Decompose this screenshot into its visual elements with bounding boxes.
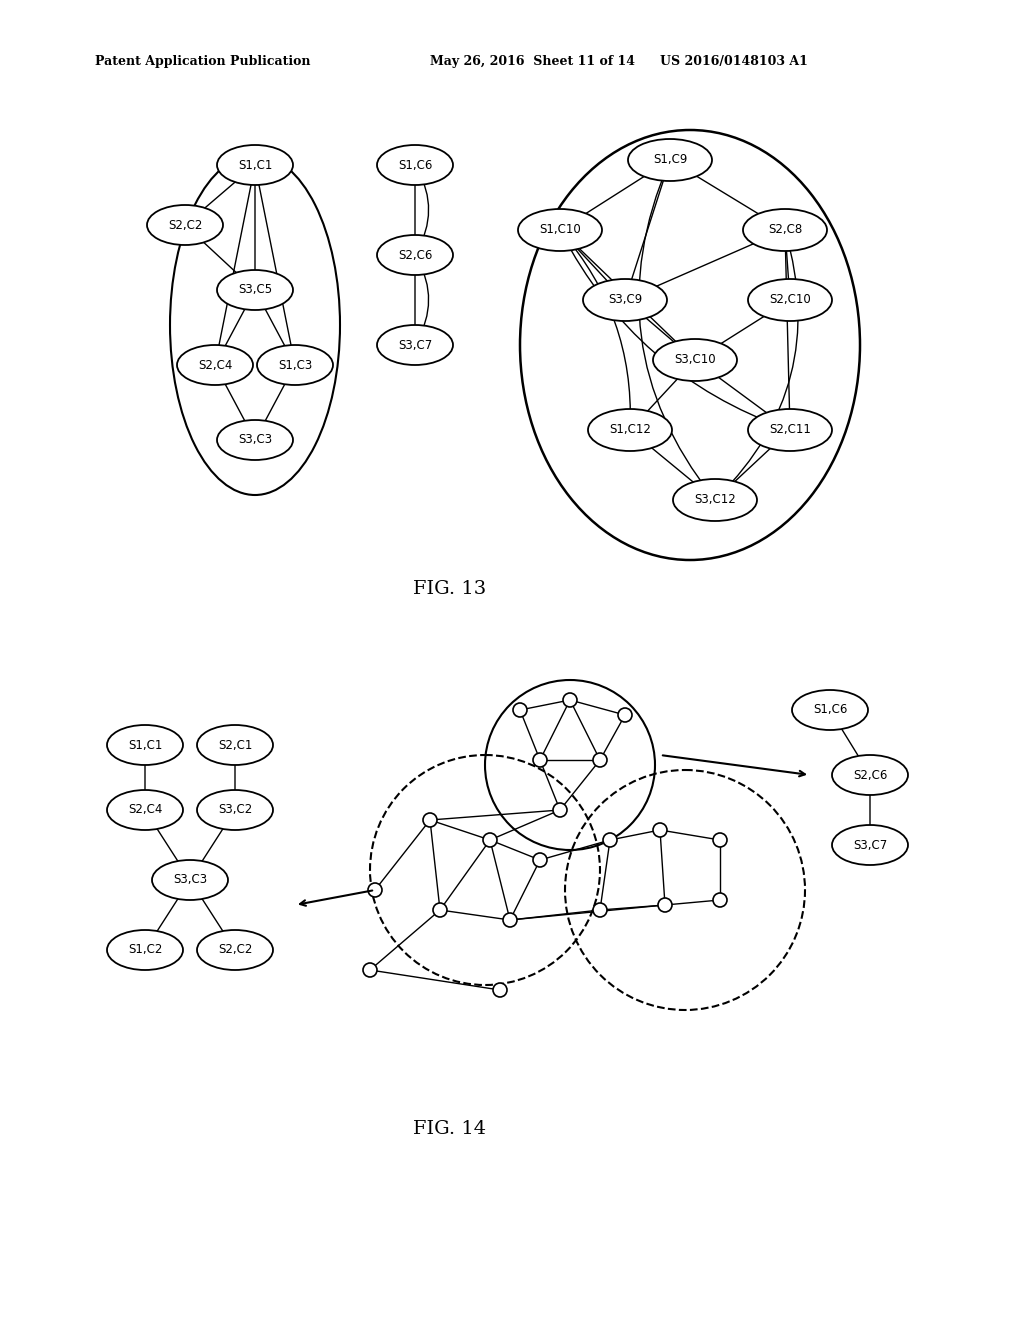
Text: S1,C9: S1,C9: [653, 153, 687, 166]
Text: S2,C4: S2,C4: [128, 804, 162, 817]
Circle shape: [593, 903, 607, 917]
Ellipse shape: [106, 789, 183, 830]
Circle shape: [368, 883, 382, 898]
Text: S2,C1: S2,C1: [218, 738, 252, 751]
Circle shape: [503, 913, 517, 927]
Circle shape: [362, 964, 377, 977]
Text: S1,C1: S1,C1: [238, 158, 272, 172]
Text: US 2016/0148103 A1: US 2016/0148103 A1: [660, 55, 808, 69]
Ellipse shape: [147, 205, 223, 246]
Circle shape: [483, 833, 497, 847]
Text: S3,C2: S3,C2: [218, 804, 252, 817]
Text: S1,C10: S1,C10: [539, 223, 581, 236]
Text: S2,C10: S2,C10: [769, 293, 811, 306]
Ellipse shape: [743, 209, 827, 251]
Text: S2,C6: S2,C6: [853, 768, 887, 781]
Ellipse shape: [653, 339, 737, 381]
Text: S1,C3: S1,C3: [278, 359, 312, 371]
Ellipse shape: [197, 789, 273, 830]
Ellipse shape: [377, 235, 453, 275]
Text: May 26, 2016  Sheet 11 of 14: May 26, 2016 Sheet 11 of 14: [430, 55, 635, 69]
Text: S2,C11: S2,C11: [769, 424, 811, 437]
Text: S3,C5: S3,C5: [238, 284, 272, 297]
Ellipse shape: [152, 861, 228, 900]
Ellipse shape: [673, 479, 757, 521]
Circle shape: [534, 752, 547, 767]
Ellipse shape: [831, 755, 908, 795]
Ellipse shape: [588, 409, 672, 451]
Ellipse shape: [377, 325, 453, 366]
Ellipse shape: [177, 345, 253, 385]
Ellipse shape: [257, 345, 333, 385]
Text: S2,C6: S2,C6: [397, 248, 432, 261]
Ellipse shape: [197, 931, 273, 970]
Ellipse shape: [748, 409, 831, 451]
Text: S1,C6: S1,C6: [813, 704, 847, 717]
Ellipse shape: [831, 825, 908, 865]
Circle shape: [563, 693, 577, 708]
Circle shape: [618, 708, 632, 722]
Ellipse shape: [583, 279, 667, 321]
Text: S3,C3: S3,C3: [173, 874, 207, 887]
Circle shape: [603, 833, 617, 847]
Text: S2,C4: S2,C4: [198, 359, 232, 371]
Circle shape: [713, 833, 727, 847]
Text: S3,C10: S3,C10: [674, 354, 716, 367]
Ellipse shape: [197, 725, 273, 766]
Text: Patent Application Publication: Patent Application Publication: [95, 55, 310, 69]
Text: FIG. 13: FIG. 13: [414, 579, 486, 598]
Ellipse shape: [106, 931, 183, 970]
Circle shape: [534, 853, 547, 867]
Ellipse shape: [217, 145, 293, 185]
Circle shape: [653, 822, 667, 837]
Text: S2,C2: S2,C2: [218, 944, 252, 957]
Circle shape: [553, 803, 567, 817]
Ellipse shape: [518, 209, 602, 251]
Text: S3,C7: S3,C7: [853, 838, 887, 851]
Circle shape: [423, 813, 437, 828]
Circle shape: [513, 704, 527, 717]
Circle shape: [713, 894, 727, 907]
Circle shape: [593, 752, 607, 767]
Text: S3,C7: S3,C7: [398, 338, 432, 351]
Circle shape: [433, 903, 447, 917]
Text: S2,C8: S2,C8: [768, 223, 802, 236]
Text: S1,C6: S1,C6: [397, 158, 432, 172]
Text: S1,C2: S1,C2: [128, 944, 162, 957]
Ellipse shape: [628, 139, 712, 181]
Ellipse shape: [217, 271, 293, 310]
Text: S3,C3: S3,C3: [238, 433, 272, 446]
Ellipse shape: [377, 145, 453, 185]
Text: S2,C2: S2,C2: [168, 219, 202, 231]
Ellipse shape: [217, 420, 293, 459]
Ellipse shape: [748, 279, 831, 321]
Text: FIG. 14: FIG. 14: [414, 1119, 486, 1138]
Text: S3,C9: S3,C9: [608, 293, 642, 306]
Ellipse shape: [106, 725, 183, 766]
Circle shape: [493, 983, 507, 997]
Text: S1,C12: S1,C12: [609, 424, 651, 437]
Text: S1,C1: S1,C1: [128, 738, 162, 751]
Circle shape: [658, 898, 672, 912]
Ellipse shape: [792, 690, 868, 730]
Text: S3,C12: S3,C12: [694, 494, 736, 507]
